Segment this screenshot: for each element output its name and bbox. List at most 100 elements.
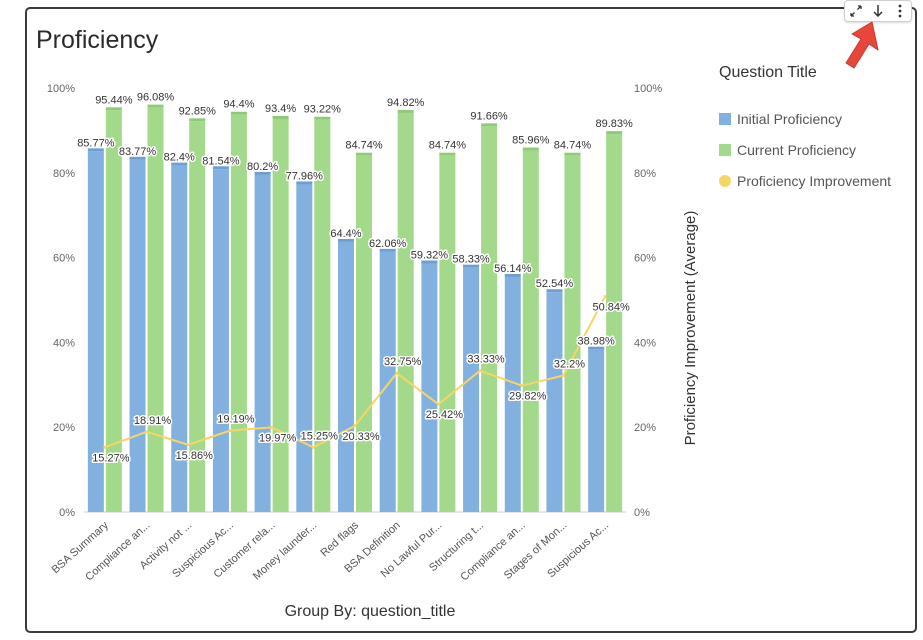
initial-bar [379,251,396,512]
current-data-label: 84.74% [554,140,592,152]
expand-icon[interactable] [847,2,865,20]
initial-data-label: 64.4% [330,228,361,240]
initial-data-label: 52.54% [536,278,574,290]
current-data-label: 93.4% [265,103,296,115]
current-bar [481,126,498,512]
y-tick-label-right: 40% [634,337,656,349]
improvement-point [145,430,149,434]
legend-title: Question Title [719,64,817,81]
improvement-point [603,294,607,298]
initial-bar [212,169,229,513]
initial-data-label: 83.77% [119,146,157,158]
legend-swatch [719,174,731,187]
current-data-label: 92.85% [179,105,217,117]
improvement-point [186,443,190,447]
improvement-point [103,445,107,449]
initial-bar [504,276,521,512]
y-tick-label-left: 40% [53,337,75,349]
initial-data-label: 82.4% [164,152,195,164]
current-bar-cap [230,111,247,115]
current-data-label: 89.83% [595,118,633,130]
initial-bar-cap [129,156,146,160]
current-bar-cap [522,147,539,151]
y-tick-label-right: 100% [634,83,662,95]
legend-item-current-proficiency[interactable]: Current Proficiency [719,134,891,165]
initial-bar [129,159,146,513]
initial-data-label: 85.77% [77,137,115,149]
improvement-data-label: 15.27% [92,452,130,464]
initial-bar-cap [463,264,480,268]
current-data-label: 85.96% [512,135,550,147]
current-data-label: 84.74% [429,140,467,152]
line-layer [103,294,607,449]
current-bar [314,119,331,513]
initial-bar-cap [212,166,229,170]
current-bar-cap [564,152,581,156]
y-tick-label-right: 20% [634,422,656,434]
current-data-label: 94.82% [387,97,425,109]
improvement-data-label: 25.42% [426,409,464,421]
current-bar [397,112,414,513]
improvement-point [561,373,565,377]
legend-label: Current Proficiency [737,141,857,158]
improvement-data-label: 19.97% [259,432,297,444]
initial-data-label: 38.98% [577,336,615,348]
initial-data-label: 62.06% [369,238,407,250]
pointer-arrow-icon [845,21,879,69]
y-tick-label-left: 60% [53,253,75,265]
improvement-point [436,402,440,406]
initial-bar [254,174,271,512]
initial-bar-cap [546,289,563,293]
legend-item-initial-proficiency[interactable]: Initial Proficiency [719,103,891,134]
current-bar-cap [481,123,498,127]
initial-bar-cap [296,181,313,185]
current-bar [105,110,122,512]
initial-data-label: 58.33% [452,254,490,266]
improvement-data-label: 29.82% [509,391,547,403]
current-bar [356,155,372,512]
improvement-data-label: 15.25% [301,430,339,442]
current-bar-cap [314,116,331,120]
current-bar [439,155,456,512]
legend-label: Proficiency Improvement [737,172,892,189]
legend-item-proficiency-improvement[interactable]: Proficiency Improvement [719,165,891,196]
initial-bar-cap [171,162,188,166]
current-bar [230,114,247,512]
current-data-label: 95.44% [95,94,133,106]
current-bar-cap [147,104,164,108]
y-tick-label-right: 0% [634,507,650,519]
current-bar [606,134,623,513]
current-bar-cap [189,118,206,122]
bars-layer [87,104,623,513]
current-data-label: 96.08% [137,92,175,104]
initial-bar [171,165,188,512]
labels-layer: 95.44% 85.77% 15.27% 96.08% 83.77% 18.91% 92.8… [76,90,635,466]
improvement-data-label: 15.86% [176,450,214,462]
initial-bar [296,184,313,513]
legend-swatch [719,112,731,125]
improvement-point [311,445,315,449]
y-tick-label-left: 20% [53,422,75,434]
current-bar-cap [397,109,414,113]
initial-bar-cap [87,148,104,152]
x-tick-label: Red flags [318,519,361,559]
improvement-data-label: 33.33% [467,354,505,366]
improvement-data-label: 50.84% [592,301,630,313]
initial-bar-cap [504,273,521,277]
initial-bar-cap [254,171,271,175]
y-tick-label-right: 80% [634,168,656,180]
more-vertical-icon[interactable] [891,2,909,20]
initial-bar-cap [588,346,605,350]
initial-bar [421,263,438,512]
current-data-label: 93.22% [304,104,342,116]
improvement-data-label: 19.19% [217,414,255,426]
current-bar-cap [105,107,122,111]
x-axis-title: Group By: question_title [285,603,456,620]
initial-data-label: 77.96% [286,170,324,182]
current-bar-cap [439,152,456,156]
current-bar [522,150,539,512]
legend-swatch [719,143,731,156]
improvement-point [228,429,232,433]
download-icon[interactable] [869,2,887,20]
